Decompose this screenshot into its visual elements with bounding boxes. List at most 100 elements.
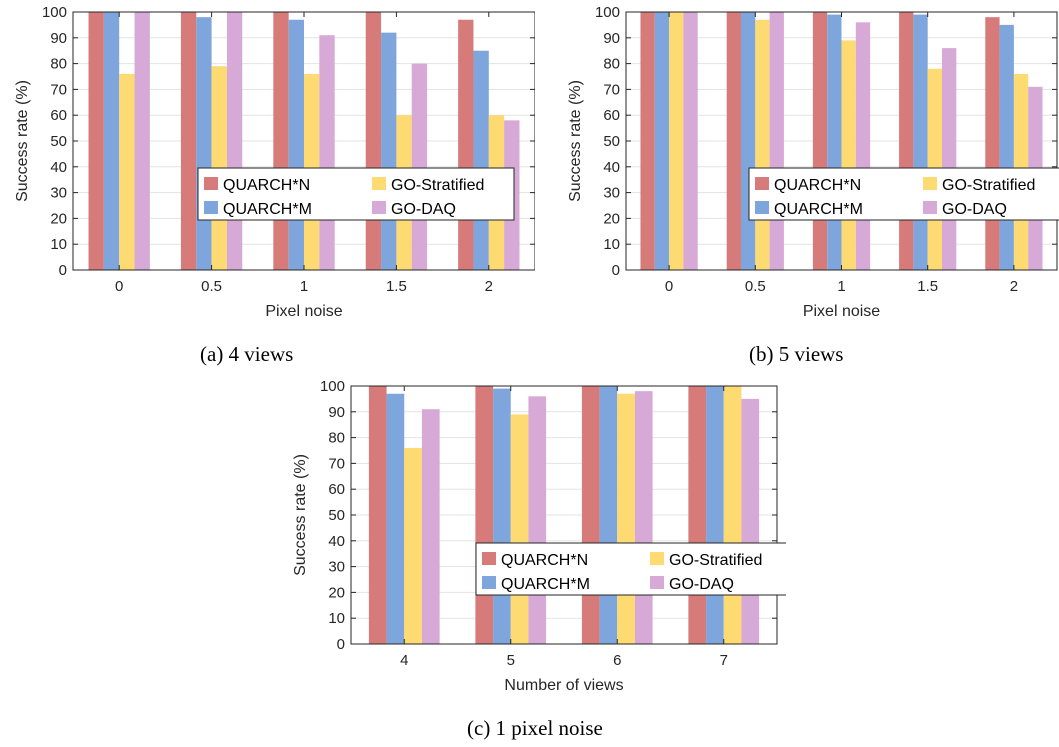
y-tick-label: 100 xyxy=(42,4,67,21)
legend-swatch-go-daq xyxy=(650,576,664,589)
y-tick-label: 40 xyxy=(603,159,620,176)
x-tick-label: 0 xyxy=(665,278,673,295)
chart-svg: 0 10 20 30 40 50 60 70 80 90 100 0 0.5 1 1.5 2 Pixel noi… xyxy=(567,4,1059,320)
y-tick-label: 50 xyxy=(603,133,620,150)
bar-go-daq xyxy=(411,63,428,270)
bar-go-stratified xyxy=(617,393,635,644)
y-tick-label: 90 xyxy=(50,30,67,47)
y-axis-label: Success rate (%) xyxy=(292,454,309,576)
y-tick-label: 20 xyxy=(50,210,67,227)
y-tick-label: 20 xyxy=(328,584,345,601)
x-tick-label: 6 xyxy=(613,652,621,669)
y-tick-label: 40 xyxy=(328,533,345,550)
y-tick-label: 20 xyxy=(603,210,620,227)
bar-quarch-star-n xyxy=(812,12,828,270)
legend-swatch-quarch-star-m xyxy=(204,201,218,214)
axes-frame xyxy=(72,11,535,271)
x-tick-label: 0 xyxy=(115,278,123,295)
legend-swatch-quarch-star-n xyxy=(204,177,218,190)
y-tick-label: 60 xyxy=(328,481,345,498)
y-tick-label: 100 xyxy=(320,378,345,395)
legend-label-quarch-star-m: QUARCH*M xyxy=(501,576,590,593)
bar-go-stratified xyxy=(755,19,770,270)
x-tick-label: 0.5 xyxy=(745,278,766,295)
bar-quarch-star-m xyxy=(473,50,489,271)
bar-quarch-star-n xyxy=(581,386,600,644)
y-tick-label: 70 xyxy=(328,455,345,472)
axes-frame xyxy=(350,385,778,645)
chart-panel-b: 0 10 20 30 40 50 60 70 80 90 100 0 0.5 1 1.5 2 Pixel noi… xyxy=(549,0,1059,330)
bar-quarch-star-m xyxy=(827,14,842,270)
y-tick-label: 70 xyxy=(603,81,620,98)
bar-quarch-star-m xyxy=(381,32,397,270)
axes-frame xyxy=(625,11,1058,271)
y-tick-label: 0 xyxy=(612,262,620,279)
chart-svg: 0 10 20 30 40 50 60 70 80 90 100 0 0.5 1 1.5 2 Pixel noi… xyxy=(14,4,535,320)
x-tick-label: 2 xyxy=(1010,278,1018,295)
bar-go-daq xyxy=(741,398,760,644)
caption-a: (a) 4 views xyxy=(200,342,294,366)
legend-swatch-go-stratified xyxy=(650,552,664,565)
legend-label-go-daq: GO-DAQ xyxy=(391,201,456,218)
legend-swatch-go-stratified xyxy=(923,177,937,190)
y-tick-label: 90 xyxy=(603,30,620,47)
bar-quarch-star-m xyxy=(386,393,405,644)
y-tick-label: 0 xyxy=(337,636,345,653)
bar-quarch-star-n xyxy=(458,19,474,270)
y-tick-label: 10 xyxy=(50,236,67,253)
bar-go-daq xyxy=(855,22,871,270)
legend-swatch-quarch-star-m xyxy=(482,576,496,589)
legend-swatch-go-daq xyxy=(372,201,386,214)
y-tick-label: 90 xyxy=(328,404,345,421)
bar-quarch-star-m xyxy=(706,386,724,644)
bar-quarch-star-n xyxy=(273,12,289,270)
bar-go-stratified xyxy=(669,12,684,270)
legend-box xyxy=(197,167,515,221)
bar-go-daq xyxy=(942,48,957,271)
legend-swatch-quarch-star-m xyxy=(755,201,769,214)
x-tick-label: 4 xyxy=(400,652,408,669)
x-tick-label: 1 xyxy=(837,278,845,295)
y-tick-label: 60 xyxy=(603,107,620,124)
bar-quarch-star-m xyxy=(913,14,928,270)
y-axis-label: Success rate (%) xyxy=(14,80,31,202)
legend-swatch-quarch-star-n xyxy=(755,177,769,190)
bar-quarch-star-n xyxy=(365,12,382,270)
chart-svg: 0 10 20 30 40 50 60 70 80 90 100 4 5 6 7 Number of view… xyxy=(292,378,786,694)
legend-swatch-go-daq xyxy=(923,201,937,214)
bar-go-daq xyxy=(683,12,698,270)
chart-panel-c: 0 10 20 30 40 50 60 70 80 90 100 4 5 6 7 Number of view… xyxy=(276,375,786,705)
legend-label-go-stratified: GO-Stratified xyxy=(942,177,1035,194)
legend-label-go-daq: GO-DAQ xyxy=(669,576,734,593)
legend-box xyxy=(475,542,786,596)
legend-label-go-daq: GO-DAQ xyxy=(942,201,1007,218)
x-tick-label: 1.5 xyxy=(386,278,407,295)
y-tick-label: 40 xyxy=(50,159,67,176)
legend-label-go-stratified: GO-Stratified xyxy=(669,552,762,569)
legend-label-quarch-star-m: QUARCH*M xyxy=(223,201,312,218)
legend: QUARCH*N GO-Stratified QUARCH*M GO-DAQ xyxy=(748,167,1059,221)
bar-quarch-star-n xyxy=(88,12,104,270)
bar-go-daq xyxy=(319,35,335,270)
y-tick-label: 100 xyxy=(595,4,620,21)
x-axis-label: Pixel noise xyxy=(803,303,880,320)
x-tick-label: 0.5 xyxy=(201,278,222,295)
x-tick-label: 1 xyxy=(300,278,308,295)
y-tick-label: 30 xyxy=(603,185,620,202)
y-tick-label: 50 xyxy=(328,507,345,524)
y-tick-label: 70 xyxy=(50,81,67,98)
legend: QUARCH*N GO-Stratified QUARCH*M GO-DAQ xyxy=(197,167,515,221)
legend-box xyxy=(748,167,1059,221)
bar-quarch-star-n xyxy=(688,386,707,644)
y-tick-label: 10 xyxy=(328,610,345,627)
bar-go-daq xyxy=(226,12,243,270)
y-tick-label: 30 xyxy=(50,185,67,202)
y-tick-label: 50 xyxy=(50,133,67,150)
bar-quarch-star-m xyxy=(599,386,618,644)
bar-go-daq xyxy=(528,396,547,644)
bar-go-daq xyxy=(634,391,653,644)
bar-go-daq xyxy=(769,12,784,270)
bar-quarch-star-m xyxy=(196,17,212,270)
caption-b: (b) 5 views xyxy=(749,342,844,366)
bar-quarch-star-n xyxy=(899,12,914,270)
